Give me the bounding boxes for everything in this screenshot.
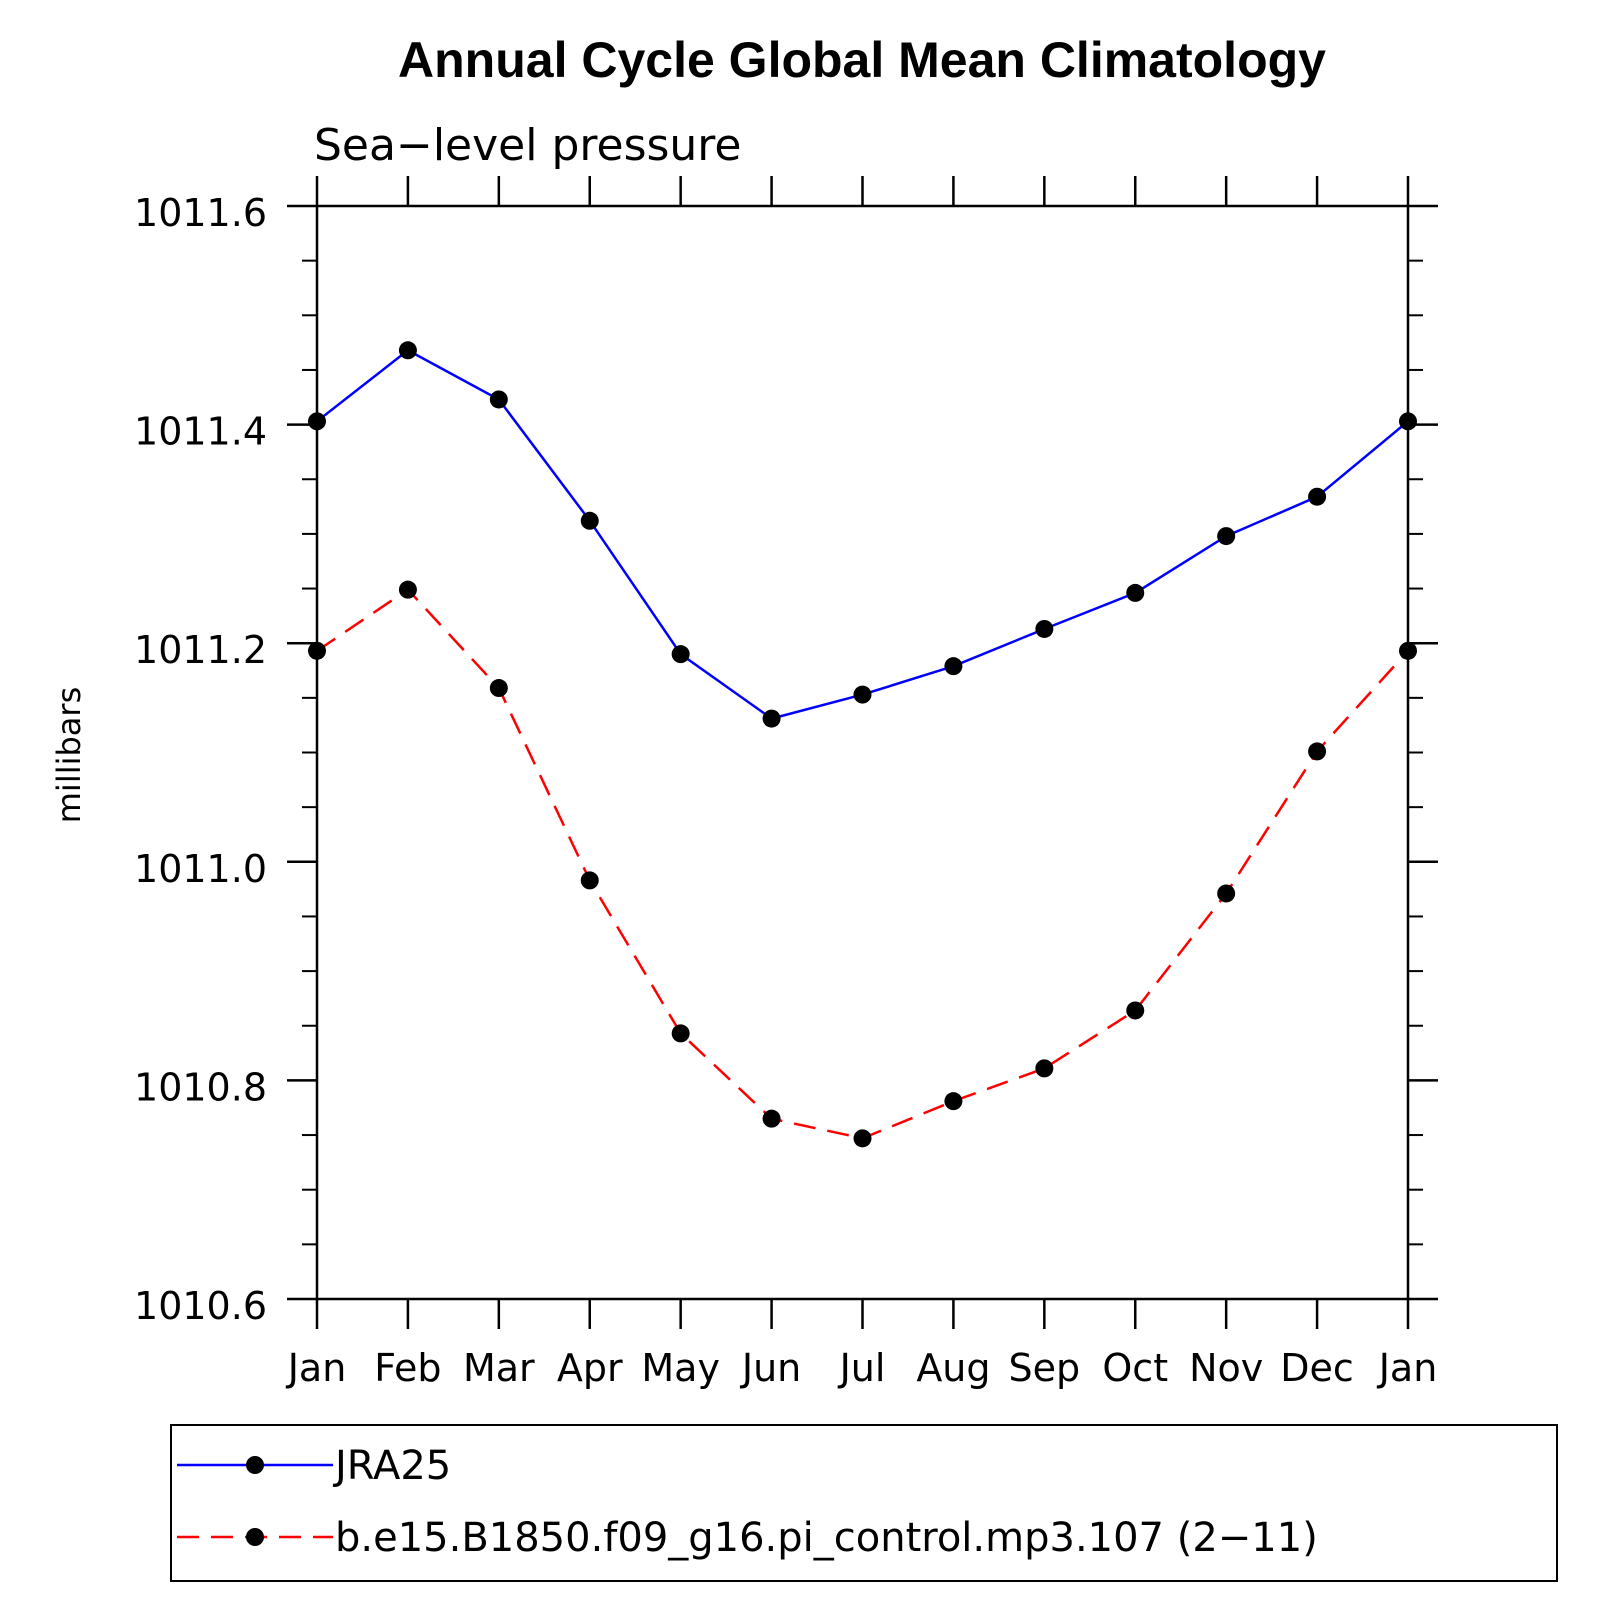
- x-tick-label: Jan: [1377, 1346, 1438, 1390]
- data-point-s0-11: [1308, 487, 1327, 506]
- data-point-s0-3: [580, 511, 599, 530]
- legend-marker-model: [246, 1528, 264, 1546]
- x-tick-label: Dec: [1280, 1346, 1354, 1390]
- data-point-s1-12: [1399, 641, 1417, 660]
- chart-subtitle: Sea−level pressure: [314, 120, 742, 171]
- data-point-s1-2: [489, 679, 508, 698]
- x-tick-label: Jun: [740, 1346, 801, 1390]
- data-point-s1-9: [1126, 1001, 1145, 1020]
- y-axis-label: millibars: [50, 687, 88, 823]
- data-point-s0-10: [1217, 527, 1236, 546]
- data-point-s0-6: [853, 685, 872, 704]
- data-point-s1-11: [1308, 742, 1327, 761]
- legend-marker-jra25: [246, 1456, 264, 1474]
- data-point-s1-4: [671, 1024, 690, 1043]
- y-tick-label: 1010.8: [134, 1065, 267, 1109]
- legend: JRA25 b.e15.B1850.f09_g16.pi_control.mp3…: [170, 1424, 1558, 1582]
- data-point-s0-12: [1399, 412, 1417, 431]
- y-tick-label: 1010.6: [134, 1284, 267, 1328]
- data-point-s0-1: [398, 341, 417, 360]
- y-tick-label: 1011.0: [134, 847, 267, 891]
- x-tick-label: Jul: [838, 1346, 886, 1390]
- x-tick-label: Feb: [374, 1346, 441, 1390]
- data-point-s1-7: [944, 1092, 963, 1111]
- data-point-s0-0: [308, 412, 326, 431]
- data-point-s0-8: [1035, 619, 1054, 638]
- data-point-s0-5: [762, 709, 781, 728]
- data-point-s1-0: [308, 641, 326, 660]
- y-tick-label: 1011.2: [134, 628, 267, 672]
- x-tick-label: Aug: [916, 1346, 990, 1390]
- x-tick-label: Mar: [463, 1346, 535, 1390]
- x-tick-label: May: [641, 1346, 720, 1390]
- chart-title: Annual Cycle Global Mean Climatology: [398, 32, 1326, 88]
- series-line-1: [316, 587, 1409, 1140]
- axis-ticks: Jan Feb Mar Apr May Jun Jul Aug Sep Oct Nov Dec Jan 1…: [134, 176, 1438, 1390]
- data-point-s1-5: [762, 1109, 781, 1128]
- x-tick-label: Apr: [557, 1346, 623, 1390]
- x-tick-label: Jan: [286, 1346, 347, 1390]
- data-point-s0-4: [671, 645, 690, 664]
- data-point-s1-3: [580, 871, 599, 890]
- series-line-0: [316, 348, 1409, 720]
- legend-label-jra25: JRA25: [332, 1443, 451, 1489]
- data-point-s0-9: [1126, 583, 1145, 602]
- x-tick-label: Oct: [1102, 1346, 1168, 1390]
- x-tick-label: Nov: [1189, 1346, 1263, 1390]
- data-point-s0-7: [944, 657, 963, 676]
- data-point-s1-1: [398, 580, 417, 599]
- data-point-s1-6: [853, 1129, 872, 1148]
- y-tick-label: 1011.6: [134, 191, 267, 235]
- data-point-s1-8: [1035, 1059, 1054, 1078]
- legend-box: [170, 1424, 1558, 1582]
- y-tick-label: 1011.4: [134, 410, 267, 454]
- data-point-s0-2: [489, 390, 508, 409]
- legend-label-model: b.e15.B1850.f09_g16.pi_control.mp3.107 (…: [335, 1515, 1318, 1561]
- x-tick-label: Sep: [1009, 1346, 1081, 1390]
- data-point-s1-10: [1217, 884, 1236, 903]
- data-series: [308, 341, 1417, 1148]
